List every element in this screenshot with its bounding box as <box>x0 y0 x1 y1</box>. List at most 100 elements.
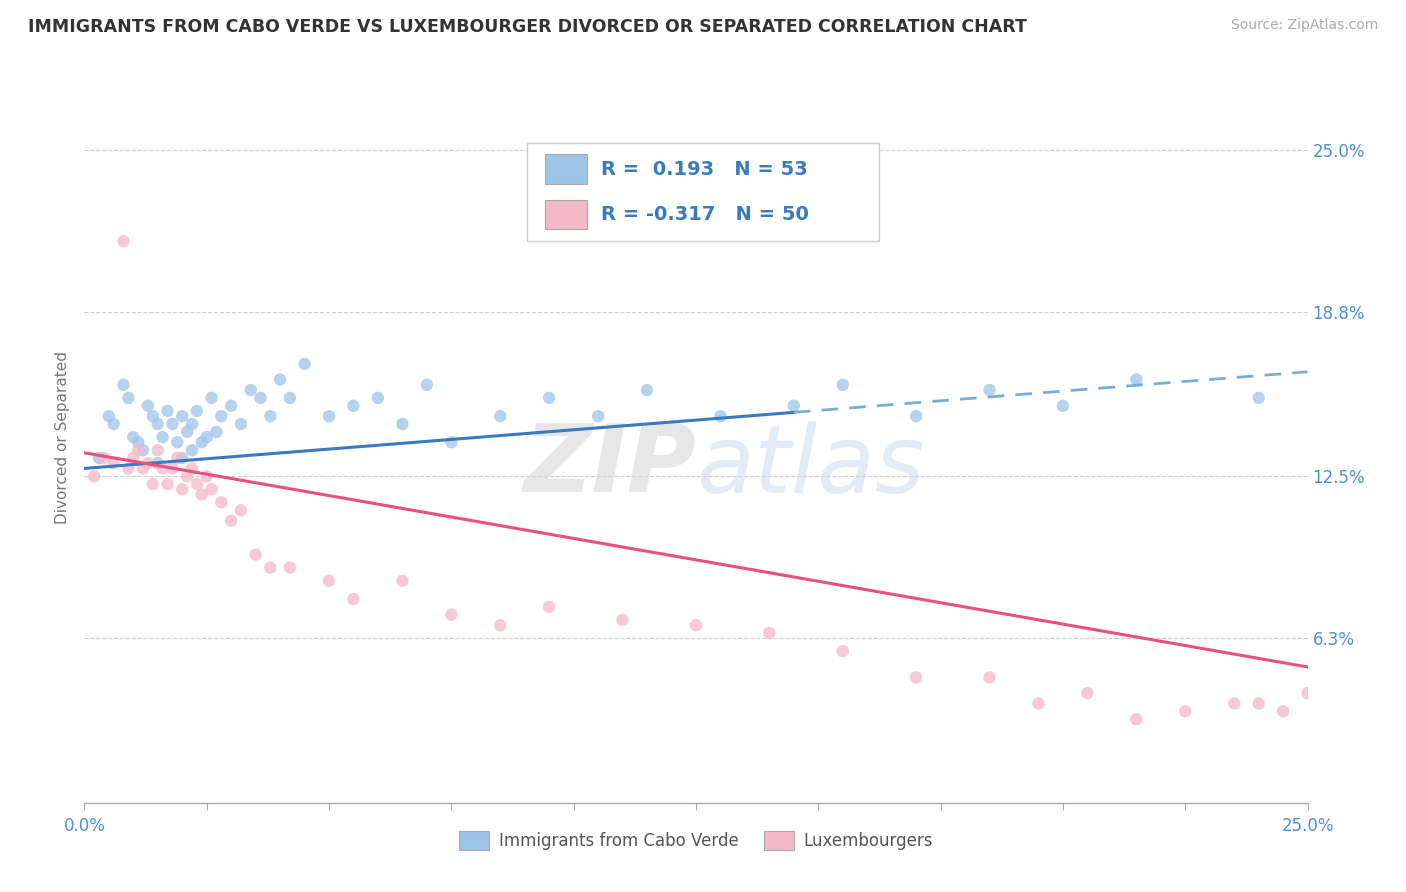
Point <box>1306 723 1329 737</box>
Point <box>278 560 301 574</box>
Point <box>122 430 145 444</box>
Point <box>181 443 204 458</box>
Legend: Immigrants from Cabo Verde, Luxembourgers: Immigrants from Cabo Verde, Luxembourger… <box>453 824 939 856</box>
Point <box>342 399 364 413</box>
Point <box>831 644 853 658</box>
Point <box>440 435 463 450</box>
Point <box>905 409 928 424</box>
Point <box>318 574 340 588</box>
Point <box>831 377 853 392</box>
Point <box>440 607 463 622</box>
Point <box>181 461 204 475</box>
Point <box>112 234 135 248</box>
Point <box>166 435 188 450</box>
Point <box>200 483 222 497</box>
Point <box>391 417 413 431</box>
Point <box>117 391 139 405</box>
Point <box>162 417 184 431</box>
Point <box>83 469 105 483</box>
Point <box>1272 705 1295 719</box>
Text: R =  0.193   N = 53: R = 0.193 N = 53 <box>602 160 808 178</box>
Point <box>127 443 149 458</box>
Point <box>1247 697 1270 711</box>
Point <box>103 417 125 431</box>
Point <box>318 409 340 424</box>
Point <box>127 435 149 450</box>
Point <box>612 613 634 627</box>
Point <box>191 435 214 450</box>
Text: IMMIGRANTS FROM CABO VERDE VS LUXEMBOURGER DIVORCED OR SEPARATED CORRELATION CHA: IMMIGRANTS FROM CABO VERDE VS LUXEMBOURG… <box>28 18 1026 36</box>
Point <box>538 599 561 614</box>
Point <box>259 409 281 424</box>
Point <box>219 514 242 528</box>
Point <box>152 430 174 444</box>
FancyBboxPatch shape <box>546 154 588 184</box>
Point <box>142 409 165 424</box>
Point <box>269 373 291 387</box>
Point <box>172 409 194 424</box>
FancyBboxPatch shape <box>527 143 879 241</box>
Text: atlas: atlas <box>696 421 924 512</box>
Point <box>538 391 561 405</box>
Point <box>142 477 165 491</box>
Text: R = -0.317   N = 50: R = -0.317 N = 50 <box>602 205 808 224</box>
Point <box>136 456 159 470</box>
Point <box>249 391 271 405</box>
Point <box>176 425 198 439</box>
Point <box>1125 712 1147 726</box>
Point <box>219 399 242 413</box>
Text: ZIP: ZIP <box>523 420 696 512</box>
Point <box>709 409 731 424</box>
Point <box>294 357 316 371</box>
Point <box>1296 686 1319 700</box>
Point <box>205 425 228 439</box>
Point <box>636 383 658 397</box>
Point <box>166 450 188 465</box>
Point <box>1247 391 1270 405</box>
Point <box>200 391 222 405</box>
Point <box>181 417 204 431</box>
Point <box>239 383 262 397</box>
Point <box>117 461 139 475</box>
Text: Source: ZipAtlas.com: Source: ZipAtlas.com <box>1230 18 1378 32</box>
Point <box>229 503 252 517</box>
Point <box>278 391 301 405</box>
Y-axis label: Divorced or Separated: Divorced or Separated <box>55 351 70 524</box>
Point <box>152 461 174 475</box>
Point <box>489 409 512 424</box>
Point <box>685 618 707 632</box>
Point <box>156 404 179 418</box>
Point <box>489 618 512 632</box>
FancyBboxPatch shape <box>546 200 588 229</box>
Point <box>103 456 125 470</box>
Point <box>176 469 198 483</box>
Point <box>1223 697 1246 711</box>
Point <box>186 404 208 418</box>
Point <box>783 399 806 413</box>
Point <box>416 377 439 392</box>
Point <box>195 469 218 483</box>
Point <box>146 443 169 458</box>
Point <box>87 450 110 465</box>
Point <box>1320 712 1343 726</box>
Point <box>758 626 780 640</box>
Point <box>97 409 120 424</box>
Point <box>979 670 1001 684</box>
Point <box>132 461 155 475</box>
Point <box>156 477 179 491</box>
Point <box>259 560 281 574</box>
Point <box>172 450 194 465</box>
Point <box>172 483 194 497</box>
Point <box>186 477 208 491</box>
Point <box>209 409 232 424</box>
Point <box>1125 373 1147 387</box>
Point <box>122 450 145 465</box>
Point <box>1052 399 1074 413</box>
Point <box>162 461 184 475</box>
Point <box>209 495 232 509</box>
Point <box>1028 697 1050 711</box>
Point <box>586 409 609 424</box>
Point <box>245 548 267 562</box>
Point <box>391 574 413 588</box>
Point <box>146 456 169 470</box>
